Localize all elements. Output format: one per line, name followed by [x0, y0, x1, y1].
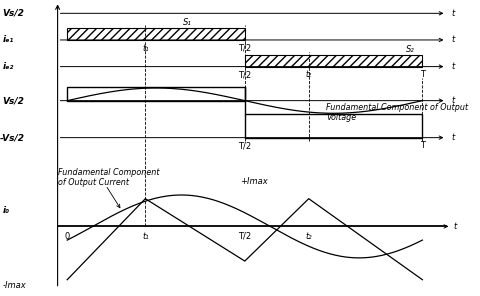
Text: Vs/2: Vs/2 — [2, 96, 24, 105]
Text: t: t — [451, 9, 455, 18]
Text: t: t — [451, 36, 455, 44]
Text: Vs/2: Vs/2 — [2, 9, 24, 18]
Text: t₁: t₁ — [142, 232, 149, 241]
Text: T/2: T/2 — [238, 141, 252, 150]
Text: +Imax: +Imax — [240, 178, 268, 186]
Text: S₁: S₁ — [183, 18, 192, 27]
Bar — [67, 28, 245, 40]
Text: t: t — [451, 133, 455, 142]
Bar — [67, 87, 245, 101]
Text: T/2: T/2 — [238, 44, 252, 52]
Text: Fundamental Component of Output
Voltage: Fundamental Component of Output Voltage — [326, 103, 468, 122]
Text: T/2: T/2 — [238, 232, 252, 241]
Text: t₂: t₂ — [305, 232, 312, 241]
Text: t: t — [454, 222, 457, 231]
Text: S₂: S₂ — [406, 45, 414, 54]
Text: t₁: t₁ — [142, 44, 149, 52]
Text: T/2: T/2 — [238, 70, 252, 79]
Text: T: T — [420, 70, 425, 79]
Text: 0: 0 — [65, 232, 70, 241]
Text: iₑ₂: iₑ₂ — [2, 62, 14, 71]
Bar — [245, 55, 422, 67]
Text: iₑ₁: iₑ₁ — [2, 36, 14, 44]
Text: T: T — [420, 141, 425, 150]
Text: t: t — [451, 62, 455, 71]
Text: -Imax: -Imax — [2, 281, 26, 290]
Text: t₂: t₂ — [306, 70, 312, 79]
Text: Fundamental Component
of Output Current: Fundamental Component of Output Current — [58, 168, 159, 187]
Text: t: t — [451, 96, 455, 105]
Text: i₀: i₀ — [2, 206, 10, 215]
Text: -Vs/2: -Vs/2 — [0, 133, 25, 142]
Bar — [245, 114, 422, 138]
